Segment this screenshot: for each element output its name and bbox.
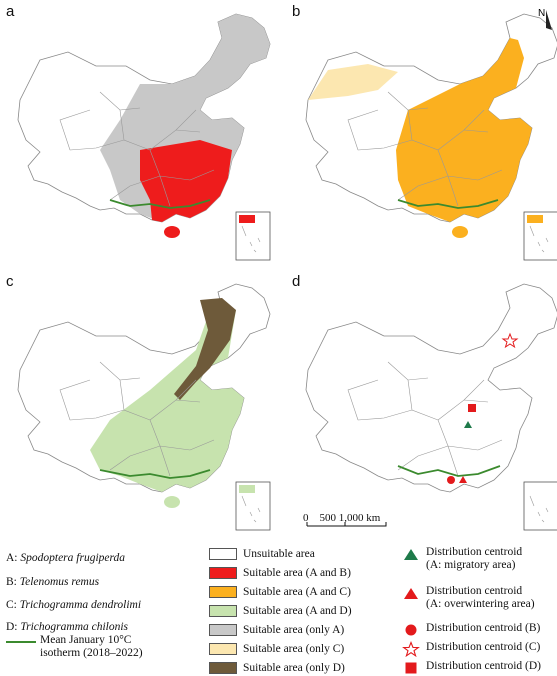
legend-centroid-c: Distribution centroid (C) bbox=[402, 641, 540, 657]
isotherm-label-1: Mean January 10°C bbox=[40, 634, 132, 646]
swatch-a-d bbox=[209, 605, 237, 617]
map-panel-b: b N bbox=[292, 3, 557, 261]
species-d: D: Trichogramma chilonis bbox=[6, 621, 129, 633]
legend-area-a-d: Suitable area (A and D) bbox=[209, 605, 352, 617]
swatch-a-b bbox=[209, 567, 237, 579]
centroid-d-marker bbox=[468, 404, 476, 412]
swatch-only-d bbox=[209, 662, 237, 674]
centroid-overwintering-marker bbox=[459, 476, 467, 483]
swatch-unsuitable bbox=[209, 548, 237, 560]
map-panel-a: a bbox=[6, 3, 271, 261]
isotherm-label-2: isotherm (2018–2022) bbox=[40, 647, 143, 659]
species-b: B: Telenomus remus bbox=[6, 576, 100, 588]
legend-area-only-c: Suitable area (only C) bbox=[209, 643, 344, 655]
legend-area-only-d: Suitable area (only D) bbox=[209, 662, 345, 674]
centroid-migratory-marker bbox=[464, 421, 472, 428]
panel-letter-c: c bbox=[6, 273, 14, 290]
north-arrow-icon: N bbox=[538, 8, 552, 30]
centroid-c-marker bbox=[501, 332, 519, 349]
isotherm-line-swatch bbox=[6, 641, 36, 643]
map-panel-c: c bbox=[6, 273, 271, 531]
swatch-only-c bbox=[209, 643, 237, 655]
legend-area-only-a: Suitable area (only A) bbox=[209, 624, 344, 636]
panel-letter-d: d bbox=[292, 273, 300, 290]
legend-area-a-c: Suitable area (A and C) bbox=[209, 586, 351, 598]
star-outline-icon bbox=[402, 641, 420, 657]
centroid-b-marker bbox=[447, 476, 455, 484]
scale-bar bbox=[306, 522, 387, 527]
panel-letter-a: a bbox=[6, 3, 15, 20]
swatch-only-a bbox=[209, 624, 237, 636]
legend-centroid-d: Distribution centroid (D) bbox=[402, 660, 541, 676]
map-panel-d: d bbox=[292, 273, 557, 531]
swatch-a-c bbox=[209, 586, 237, 598]
species-c: C: Trichogramma dendrolimi bbox=[6, 599, 142, 611]
species-a: A: Spodoptera frugiperda bbox=[6, 552, 126, 564]
scale-bar-label: 0 500 1,000 km bbox=[303, 512, 381, 524]
isotherm-legend: Mean January 10°C isotherm (2018–2022) bbox=[6, 634, 143, 660]
square-red-icon bbox=[405, 662, 417, 674]
circle-red-icon bbox=[405, 624, 417, 636]
north-label: N bbox=[538, 8, 545, 19]
triangle-green-icon bbox=[404, 549, 418, 560]
legend-area-a-b: Suitable area (A and B) bbox=[209, 567, 351, 579]
triangle-red-icon bbox=[404, 588, 418, 599]
panel-letter-b: b bbox=[292, 3, 300, 20]
legend-centroid-migratory: Distribution centroid (A: migratory area) bbox=[402, 546, 522, 572]
legend-centroid-overwintering: Distribution centroid (A: overwintering a… bbox=[402, 585, 535, 611]
legend-area-unsuitable: Unsuitable area bbox=[209, 548, 315, 560]
legend-centroid-b: Distribution centroid (B) bbox=[402, 622, 540, 638]
